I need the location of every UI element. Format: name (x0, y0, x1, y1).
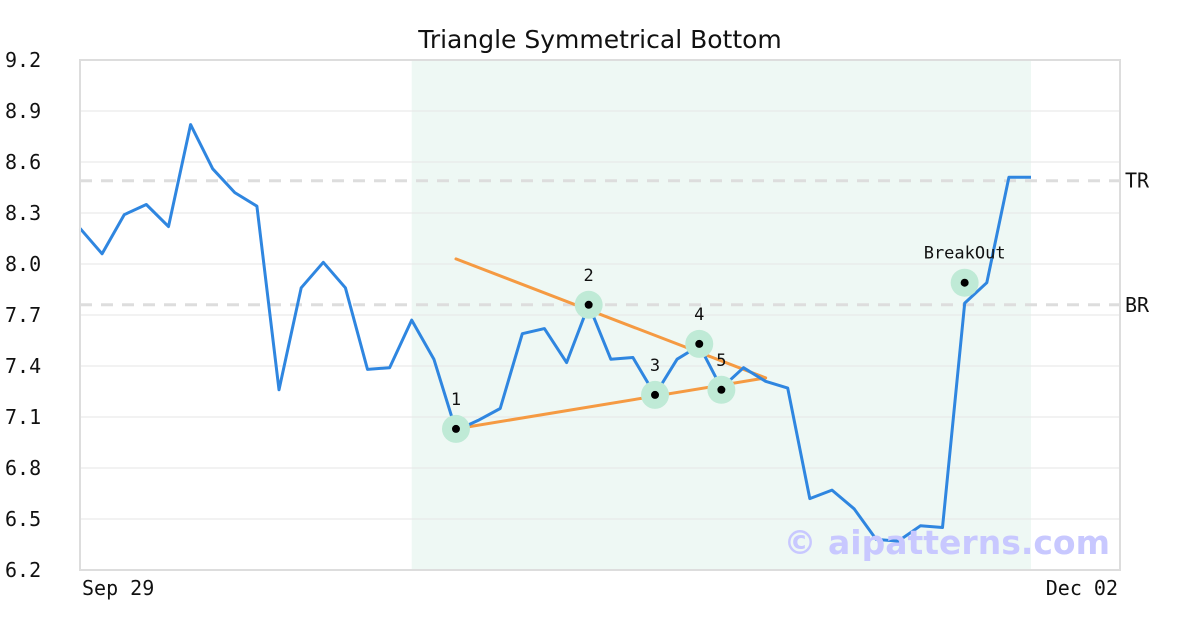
x-tick-label: Sep 29 (82, 576, 154, 600)
y-tick-label: 9.2 (5, 48, 41, 72)
hline-label: TR (1125, 169, 1150, 193)
price-line (78, 123, 1031, 543)
pattern-point-dot (451, 424, 460, 433)
pattern-point-dot (717, 385, 726, 394)
y-tick-label: 6.8 (5, 456, 41, 480)
pattern-point-label: 4 (694, 305, 704, 325)
hline-label: BR (1125, 293, 1150, 317)
pattern-point-label: BreakOut (924, 244, 1006, 264)
x-tick-label: Dec 02 (1046, 576, 1118, 600)
y-tick-label: 8.9 (5, 99, 41, 123)
y-tick-label: 8.0 (5, 252, 41, 276)
pattern-point-label: 3 (650, 356, 660, 376)
y-tick-label: 7.7 (5, 303, 41, 327)
y-tick-label: 6.2 (5, 558, 41, 582)
pattern-point-dot (960, 278, 969, 287)
pattern-point-label: 2 (584, 266, 594, 286)
upper-trendline (454, 257, 768, 380)
y-tick-label: 8.3 (5, 201, 41, 225)
y-tick-label: 7.4 (5, 354, 41, 378)
pattern-point-dot (584, 300, 593, 309)
pattern-point-dot (651, 390, 660, 399)
pattern-point-label: 5 (716, 351, 726, 371)
pattern-point-dot (695, 339, 704, 348)
watermark: © aipatterns.com (784, 523, 1110, 562)
y-tick-label: 6.5 (5, 507, 41, 531)
pattern-point-label: 1 (451, 390, 461, 410)
y-tick-label: 8.6 (5, 150, 41, 174)
y-tick-label: 7.1 (5, 405, 41, 429)
plot-frame (79, 59, 1121, 571)
chart-title: Triangle Symmetrical Bottom (417, 25, 782, 54)
